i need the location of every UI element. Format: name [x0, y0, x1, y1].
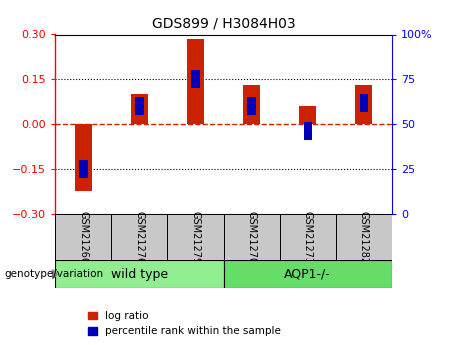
Bar — [112, 214, 167, 260]
Text: AQP1-/-: AQP1-/- — [284, 268, 331, 281]
Bar — [131, 94, 148, 124]
Bar — [299, 106, 316, 124]
Bar — [224, 260, 392, 288]
Bar — [55, 260, 224, 288]
Bar — [360, 94, 368, 112]
Text: GSM21282: GSM21282 — [359, 211, 369, 264]
Bar — [303, 122, 312, 140]
Bar — [75, 124, 92, 191]
Text: GSM21276: GSM21276 — [135, 211, 144, 264]
Text: GSM21273: GSM21273 — [303, 211, 313, 264]
Bar — [243, 85, 260, 124]
Bar — [191, 70, 200, 88]
Title: GDS899 / H3084H03: GDS899 / H3084H03 — [152, 17, 296, 31]
Bar — [248, 97, 256, 115]
Bar — [187, 39, 204, 124]
Text: wild type: wild type — [111, 268, 168, 281]
Bar — [79, 160, 88, 178]
Text: genotype/variation: genotype/variation — [5, 269, 104, 279]
Bar — [355, 85, 372, 124]
Text: GSM21279: GSM21279 — [190, 211, 201, 264]
Text: GSM21266: GSM21266 — [78, 211, 89, 264]
Polygon shape — [53, 270, 57, 279]
Legend: log ratio, percentile rank within the sample: log ratio, percentile rank within the sa… — [88, 311, 281, 336]
Bar — [135, 97, 144, 115]
Bar — [55, 214, 112, 260]
Text: GSM21270: GSM21270 — [247, 211, 257, 264]
Bar — [167, 214, 224, 260]
Bar — [336, 214, 392, 260]
Bar — [224, 214, 280, 260]
Bar — [280, 214, 336, 260]
